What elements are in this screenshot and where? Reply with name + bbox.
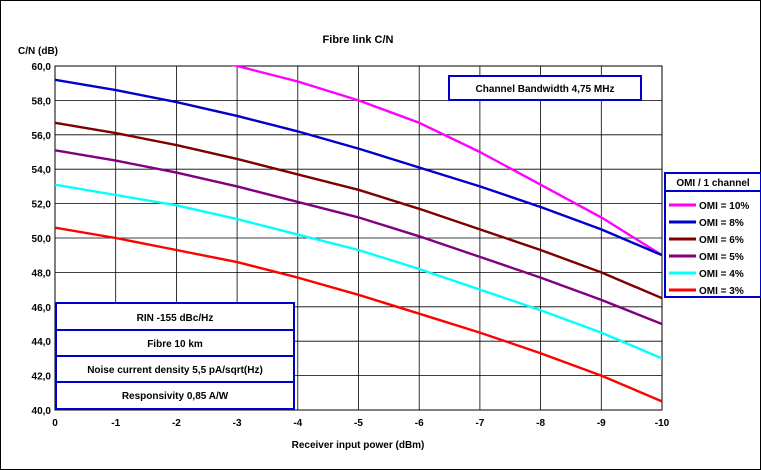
legend-label-4: OMI = 4% [699, 269, 744, 280]
param-rin: RIN -155 dBc/Hz [137, 313, 214, 324]
x-tick-label: -8 [536, 418, 545, 429]
channel-bandwidth-text: Channel Bandwidth 4,75 MHz [476, 84, 615, 95]
x-tick-label: -2 [172, 418, 181, 429]
x-tick-label: -7 [475, 418, 484, 429]
x-tick-label: 0 [52, 418, 58, 429]
param-noise: Noise current density 5,5 pA/sqrt(Hz) [87, 365, 263, 376]
x-tick-label: -6 [415, 418, 424, 429]
channel-bandwidth-box [448, 75, 642, 101]
y-tick-label: 40,0 [32, 406, 52, 417]
x-axis-label: Receiver input power (dBm) [292, 440, 425, 451]
chart-title: Fibre link C/N [323, 34, 394, 46]
y-tick-label: 46,0 [32, 303, 52, 314]
x-tick-label: -5 [354, 418, 363, 429]
legend-label-2: OMI = 6% [699, 235, 744, 246]
x-tick-labels: 0 -1 -2 -3 -4 -5 -6 -7 -8 -9 -10 [52, 418, 669, 429]
y-tick-label: 44,0 [32, 337, 52, 348]
param-responsivity: Responsivity 0,85 A/W [122, 391, 229, 402]
series-line-5 [55, 226, 662, 403]
legend-label-3: OMI = 5% [699, 252, 744, 263]
y-tick-label: 48,0 [32, 268, 52, 279]
y-tick-label: 42,0 [32, 372, 52, 383]
y-tick-label: 52,0 [32, 200, 52, 211]
legend-label-0: OMI = 10% [699, 201, 749, 212]
series-line-3 [55, 149, 662, 326]
y-tick-label: 56,0 [32, 131, 52, 142]
parameter-box: RIN -155 dBc/Hz Fibre 10 km Noise curren… [55, 302, 295, 410]
param-fibre: Fibre 10 km [147, 339, 203, 350]
series-line-1 [55, 78, 662, 257]
y-tick-label: 58,0 [32, 96, 52, 107]
y-tick-label: 54,0 [32, 165, 52, 176]
series-line-4 [55, 183, 662, 360]
series-lines [55, 66, 662, 403]
legend-frame [664, 172, 761, 298]
legend-label-5: OMI = 3% [699, 286, 744, 297]
x-tick-label: -4 [293, 418, 302, 429]
legend-title: OMI / 1 channel [676, 178, 750, 189]
x-tick-label: -9 [597, 418, 606, 429]
x-tick-label: -3 [233, 418, 242, 429]
legend-label-1: OMI = 8% [699, 218, 744, 229]
series-line-2 [55, 121, 662, 300]
x-tick-label: -10 [655, 418, 670, 429]
legend: OMI / 1 channel OMI = 10% OMI = 8% OMI = 6… [664, 172, 761, 298]
series-line-0 [230, 66, 662, 257]
x-tick-label: -1 [111, 418, 120, 429]
y-tick-label: 60,0 [32, 62, 52, 73]
y-axis-label: C/N (dB) [18, 46, 58, 57]
y-tick-label: 50,0 [32, 234, 52, 245]
y-tick-labels: 40,0 42,0 44,0 46,0 48,0 50,0 52,0 54,0 56,0 58,0… [32, 62, 52, 417]
